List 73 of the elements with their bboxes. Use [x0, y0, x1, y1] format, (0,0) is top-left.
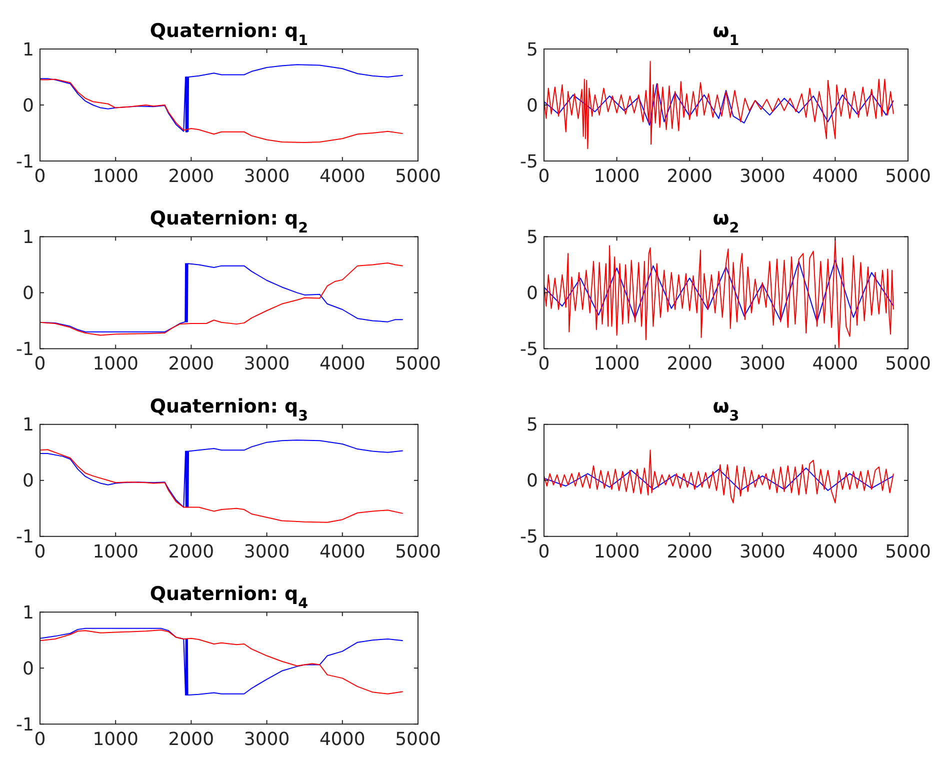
y-tick-label: 0 — [22, 283, 34, 304]
line-series — [40, 78, 404, 144]
y-tick-label: -5 — [520, 339, 538, 360]
x-tick-label: 4000 — [812, 541, 858, 562]
chart-title: Quaternion: q$_{3}$ — [150, 395, 308, 424]
x-tick-label: 4000 — [812, 166, 858, 187]
x-tick-label: 1000 — [594, 166, 640, 187]
y-tick-label: -1 — [16, 526, 34, 548]
x-tick-label: 3000 — [244, 166, 290, 187]
y-tick-label: -5 — [520, 526, 538, 548]
x-tick-label: 1000 — [92, 166, 139, 187]
y-tick-label: 0 — [526, 470, 538, 492]
line-series — [544, 468, 894, 491]
x-tick-label: 5000 — [395, 354, 441, 375]
x-tick-label: 2000 — [168, 729, 214, 750]
x-tick-label: 4000 — [319, 729, 366, 750]
y-tick-label: 0 — [22, 470, 34, 492]
x-tick-label: 3000 — [739, 541, 786, 562]
line-series — [40, 64, 404, 132]
y-tick-label: -1 — [16, 151, 34, 172]
y-tick-label: 0 — [526, 95, 538, 116]
x-tick-label: 2000 — [666, 354, 713, 375]
x-tick-label: 2000 — [168, 354, 214, 375]
chart-title: ω$_{1}$ — [712, 20, 740, 49]
chart-title: Quaternion: q$_{2}$ — [150, 208, 308, 237]
chart-title: ω$_{3}$ — [712, 395, 740, 424]
y-tick-label: 0 — [22, 658, 34, 680]
line-series — [544, 238, 894, 348]
x-tick-label: 1000 — [594, 354, 640, 375]
x-tick-label: 2000 — [666, 541, 713, 562]
x-tick-label: 1000 — [92, 354, 139, 375]
y-tick-label: -5 — [520, 151, 538, 172]
chart-title: ω$_{2}$ — [712, 208, 740, 237]
x-tick-label: 5000 — [885, 541, 931, 562]
x-tick-label: 3000 — [244, 729, 290, 750]
x-tick-label: 5000 — [395, 729, 441, 750]
x-tick-label: 3000 — [244, 541, 290, 562]
y-tick-label: 0 — [22, 95, 34, 116]
chart-title: Quaternion: q$_{4}$ — [150, 583, 308, 612]
x-tick-label: 3000 — [739, 166, 786, 187]
x-tick-label: 4000 — [812, 354, 858, 375]
x-tick-label: 4000 — [319, 354, 366, 375]
y-tick-label: -1 — [16, 714, 34, 736]
y-tick-label: 5 — [526, 414, 538, 436]
line-series — [544, 60, 894, 150]
line-series — [544, 450, 894, 504]
line-series — [544, 83, 894, 126]
x-tick-label: 1000 — [594, 541, 640, 562]
x-tick-label: 1000 — [92, 729, 139, 750]
y-tick-label: 5 — [526, 227, 538, 248]
y-tick-label: 1 — [22, 414, 34, 436]
line-series — [544, 260, 894, 322]
y-tick-label: 1 — [22, 227, 34, 248]
x-tick-label: 5000 — [885, 354, 931, 375]
x-tick-label: 1000 — [92, 541, 139, 562]
x-tick-label: 5000 — [395, 541, 441, 562]
x-tick-label: 2000 — [168, 166, 214, 187]
x-tick-label: 4000 — [319, 166, 366, 187]
y-tick-label: 5 — [526, 39, 538, 60]
x-tick-label: 4000 — [319, 541, 366, 562]
line-series — [40, 440, 404, 508]
line-series — [40, 449, 404, 523]
y-tick-label: 1 — [22, 602, 34, 624]
x-tick-label: 5000 — [395, 166, 441, 187]
x-tick-label: 5000 — [885, 166, 931, 187]
chart-title: Quaternion: q$_{1}$ — [150, 20, 308, 49]
y-tick-label: 1 — [22, 39, 34, 60]
x-tick-label: 3000 — [739, 354, 786, 375]
x-tick-label: 2000 — [666, 166, 713, 187]
x-tick-label: 3000 — [244, 354, 290, 375]
x-tick-label: 2000 — [168, 541, 214, 562]
y-tick-label: 0 — [526, 283, 538, 304]
y-tick-label: -1 — [16, 339, 34, 360]
